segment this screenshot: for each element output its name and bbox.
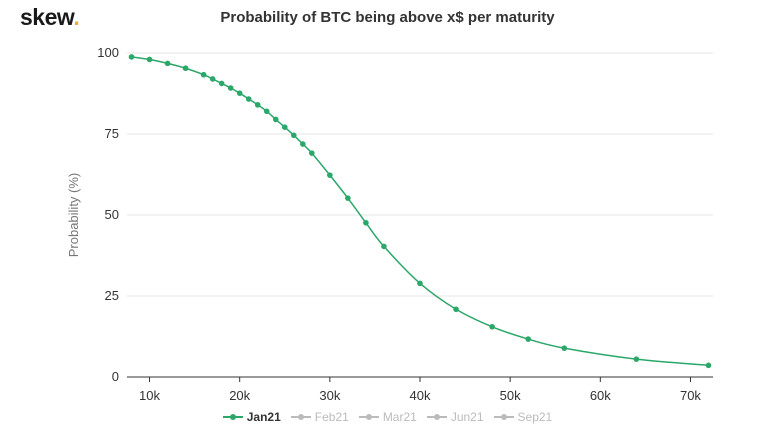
series-layer	[128, 54, 712, 369]
skew-logo: skew.	[20, 4, 80, 31]
data-point	[381, 243, 387, 250]
data-point	[525, 336, 531, 342]
legend-item-feb21[interactable]: Feb21	[290, 410, 349, 424]
y-axis-label: Probability (%)	[66, 173, 81, 258]
legend-marker-icon	[290, 412, 311, 422]
legend-marker-icon	[426, 412, 447, 422]
legend-marker-icon	[493, 412, 514, 422]
data-point	[327, 172, 333, 178]
brand-name: skew	[20, 4, 74, 30]
data-point	[164, 60, 171, 67]
legend: Jan21 Feb21 Mar21 Jun21 Sep21	[0, 410, 775, 424]
data-point	[300, 141, 306, 147]
data-point	[200, 71, 207, 78]
x-tick-label: 20k	[229, 388, 250, 403]
data-point	[128, 54, 135, 60]
data-point	[453, 306, 459, 313]
data-point	[146, 56, 153, 63]
data-point	[417, 280, 423, 287]
data-point	[309, 150, 315, 156]
data-point	[272, 116, 279, 123]
data-point	[705, 362, 712, 369]
legend-label: Sep21	[517, 410, 553, 424]
x-tick-label: 70k	[680, 388, 701, 403]
data-point	[363, 219, 369, 226]
legend-marker-icon	[358, 412, 379, 422]
x-tick-label: 40k	[410, 388, 431, 403]
legend-item-mar21[interactable]: Mar21	[358, 410, 417, 424]
x-tick-label: 50k	[500, 388, 521, 403]
legend-item-jan21[interactable]: Jan21	[222, 410, 281, 424]
y-tick-label: 100	[97, 45, 119, 60]
x-tick-label: 60k	[590, 388, 611, 403]
y-tick-label: 75	[105, 126, 119, 141]
legend-item-sep21[interactable]: Sep21	[493, 410, 553, 424]
y-tick-label: 25	[105, 288, 119, 303]
data-point	[345, 195, 351, 201]
data-point	[281, 124, 288, 130]
data-point	[209, 76, 216, 82]
legend-label: Jun21	[450, 410, 484, 424]
data-point	[489, 323, 495, 330]
data-point	[263, 108, 270, 115]
data-point	[227, 85, 234, 91]
legend-label: Feb21	[314, 410, 349, 424]
legend-label: Mar21	[382, 410, 417, 424]
brand-dot: .	[73, 4, 80, 30]
y-tick-label: 50	[105, 207, 119, 222]
x-tick-label: 10k	[139, 388, 160, 403]
legend-marker-icon	[222, 412, 243, 422]
legend-item-jun21[interactable]: Jun21	[426, 410, 484, 424]
data-point	[254, 102, 261, 108]
data-point	[245, 96, 252, 102]
axes: 0 25 50 75 100 10k 20k 30k 40k 50k 60k 70k	[97, 45, 713, 403]
chart-title: Probability of BTC being above x$ per ma…	[220, 9, 555, 26]
data-point	[633, 356, 640, 362]
data-point	[561, 345, 568, 351]
data-point	[218, 80, 225, 87]
data-point	[182, 65, 189, 72]
gridlines	[127, 52, 713, 297]
data-point	[236, 90, 243, 96]
x-tick-label: 30k	[319, 388, 340, 403]
series-line-jan21	[131, 56, 709, 367]
y-tick-label: 0	[112, 369, 119, 384]
data-point	[290, 132, 297, 139]
legend-label: Jan21	[246, 410, 281, 424]
